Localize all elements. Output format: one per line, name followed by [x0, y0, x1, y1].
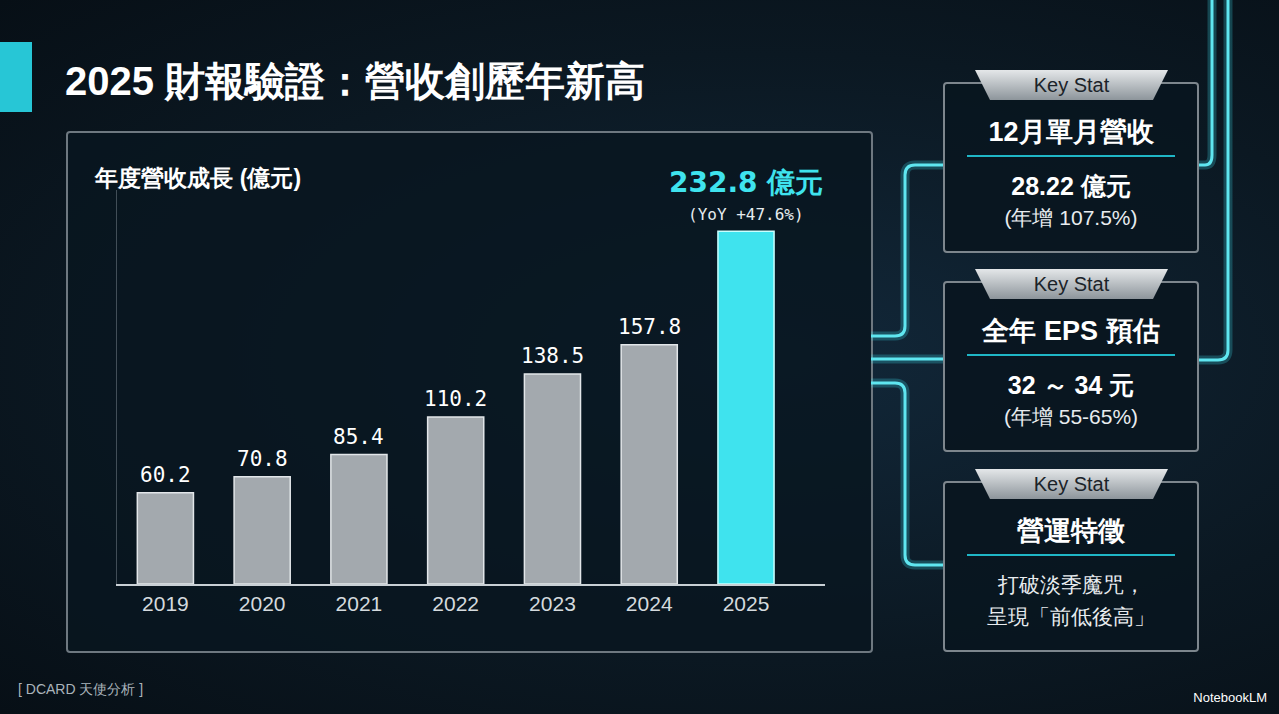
html-text:2025 財報驗證：營收創歷年新高: 2025 財報驗證：營收創歷年新高	[65, 59, 646, 103]
html-text:NotebookLM: NotebookLM	[1193, 690, 1267, 705]
svg-text:2023: 2023	[529, 592, 576, 615]
svg-text:2021: 2021	[336, 592, 383, 615]
html-text:Key Stat: Key Stat	[1033, 74, 1110, 96]
svg-text:70.8: 70.8	[237, 447, 288, 471]
html-text:(年增 55-65%): (年增 55-65%)	[1003, 405, 1139, 428]
svg-text:60.2: 60.2	[140, 463, 191, 487]
html-text:Key Stat: Key Stat	[1033, 273, 1110, 295]
svg-text:(YoY +47.6%): (YoY +47.6%)	[688, 205, 804, 224]
html-text:(年增 107.5%): (年增 107.5%)	[1004, 206, 1138, 229]
svg-text:2024: 2024	[626, 592, 673, 615]
svg-text:157.8: 157.8	[618, 315, 681, 339]
svg-text:2020: 2020	[239, 592, 286, 615]
svg-text:2025: 2025	[723, 592, 770, 615]
html-text:營運特徵: 營運特徵	[1017, 516, 1125, 546]
svg-text:年度營收成長 (億元): 年度營收成長 (億元)	[94, 165, 301, 191]
svg-text:85.4: 85.4	[333, 425, 384, 449]
html-text:Key Stat: Key Stat	[1033, 473, 1110, 495]
html-text:打破淡季魔咒，: 打破淡季魔咒，	[997, 573, 1145, 596]
svg-text:138.5: 138.5	[521, 344, 584, 368]
html-text:28.22 億元: 28.22 億元	[1011, 172, 1131, 200]
svg-text:110.2: 110.2	[424, 387, 487, 411]
svg-text:2019: 2019	[142, 592, 189, 615]
html-text:全年 EPS 預估: 全年 EPS 預估	[982, 316, 1160, 346]
html-text:呈現「前低後高」: 呈現「前低後高」	[987, 605, 1155, 628]
html-text:32 ～ 34 元: 32 ～ 34 元	[1007, 371, 1135, 399]
html-text:12月單月營收: 12月單月營收	[988, 117, 1154, 147]
html-text:[ DCARD 天使分析 ]: [ DCARD 天使分析 ]	[18, 681, 144, 697]
svg-text:2022: 2022	[432, 592, 479, 615]
svg-text:232.8 億元: 232.8 億元	[669, 166, 823, 199]
